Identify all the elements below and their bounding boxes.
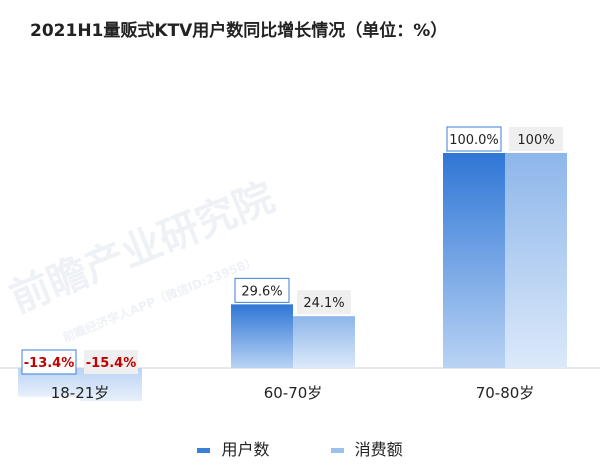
data-label-box-1-0 — [84, 350, 138, 374]
data-label-1-2: 100% — [517, 133, 554, 148]
data-label-box-0-1 — [234, 277, 290, 303]
category-label-2: 70-80岁 — [476, 384, 535, 402]
category-label-1: 60-70岁 — [264, 384, 323, 402]
bar-spend-2 — [505, 153, 567, 368]
data-label-0-1: 29.6% — [241, 284, 282, 299]
legend: 用户数 消费额 — [0, 436, 600, 460]
data-label-0-0: -13.4% — [24, 356, 75, 371]
data-label-box-1-2 — [509, 127, 563, 151]
category-label-0: 18-21岁 — [51, 384, 110, 402]
legend-swatch-users — [197, 448, 211, 453]
data-label-box-0-2 — [446, 126, 502, 152]
bar-users-2 — [443, 153, 505, 368]
data-label-0-2: 100.0% — [449, 133, 499, 148]
data-label-box-0-0 — [21, 349, 77, 375]
chart-title: 2021H1量贩式KTV用户数同比增长情况（单位：%） — [30, 21, 448, 41]
bar-users-1 — [231, 304, 293, 368]
legend-swatch-spend — [330, 448, 344, 453]
bar-chart: -13.4% -15.4% 18-21岁 29.6% 24.1% 60-70岁 100.0%… — [0, 126, 600, 402]
bar-spend-1 — [293, 316, 355, 368]
legend-item-users: 用户数 — [197, 436, 269, 460]
data-label-1-0: -15.4% — [86, 356, 137, 371]
legend-label-users: 用户数 — [221, 440, 270, 459]
legend-label-spend: 消费额 — [354, 440, 403, 459]
data-label-box-1-1 — [297, 290, 351, 315]
legend-item-spend: 消费额 — [330, 436, 403, 460]
data-label-1-1: 24.1% — [303, 296, 344, 311]
